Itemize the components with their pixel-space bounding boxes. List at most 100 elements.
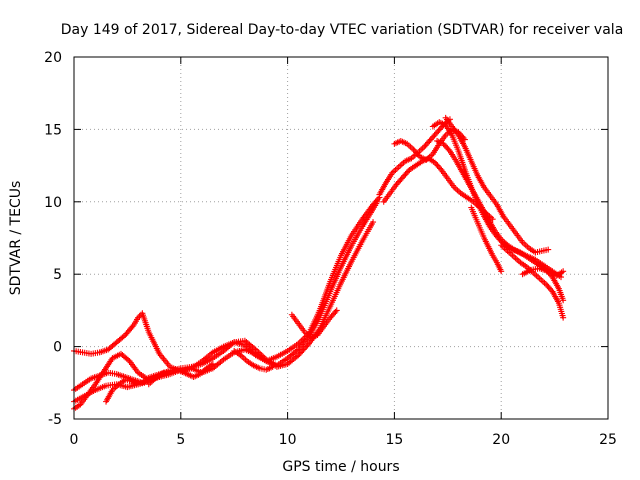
chart-title: Day 149 of 2017, Sidereal Day-to-day VTE… bbox=[61, 22, 624, 38]
data-point bbox=[443, 143, 450, 150]
data-point bbox=[375, 195, 382, 202]
data-point bbox=[546, 285, 553, 292]
data-point bbox=[431, 159, 438, 166]
data-point bbox=[372, 198, 379, 205]
data-point bbox=[434, 129, 441, 136]
data-point bbox=[331, 310, 338, 317]
series-track-13 bbox=[434, 137, 567, 304]
data-point bbox=[125, 356, 132, 363]
data-point bbox=[413, 149, 420, 156]
data-point bbox=[425, 139, 432, 146]
data-point bbox=[432, 130, 439, 137]
data-point bbox=[444, 145, 451, 152]
y-tick-label: -5 bbox=[48, 412, 62, 428]
data-point bbox=[422, 142, 429, 149]
x-axis-label: GPS time / hours bbox=[282, 459, 399, 475]
data-point bbox=[209, 360, 216, 367]
data-point bbox=[403, 169, 410, 176]
data-point bbox=[441, 142, 448, 149]
data-point bbox=[433, 161, 440, 168]
data-point bbox=[370, 219, 377, 226]
data-point bbox=[301, 345, 308, 352]
data-point bbox=[560, 297, 567, 304]
data-point bbox=[545, 284, 552, 291]
data-point bbox=[414, 151, 421, 158]
data-point bbox=[437, 165, 444, 172]
data-points bbox=[71, 114, 567, 412]
x-tick-label: 10 bbox=[279, 432, 297, 448]
y-tick-label: 15 bbox=[44, 122, 62, 138]
data-point bbox=[397, 177, 404, 184]
y-tick-label: 0 bbox=[53, 340, 62, 356]
plot-frame bbox=[73, 56, 609, 420]
data-point bbox=[396, 178, 403, 185]
data-point bbox=[427, 136, 434, 143]
data-point bbox=[545, 246, 552, 253]
data-point bbox=[141, 379, 148, 386]
series-track-8 bbox=[288, 307, 340, 341]
data-point bbox=[120, 333, 127, 340]
data-point bbox=[560, 268, 567, 275]
x-tick-label: 15 bbox=[385, 432, 403, 448]
data-point bbox=[135, 314, 142, 321]
y-axis-label: SDTVAR / TECUs bbox=[8, 181, 24, 296]
data-point bbox=[295, 352, 302, 359]
data-point bbox=[136, 313, 143, 320]
data-point bbox=[398, 175, 405, 182]
data-point bbox=[544, 282, 551, 289]
data-point bbox=[304, 342, 311, 349]
data-point bbox=[428, 135, 435, 142]
data-point bbox=[435, 127, 442, 134]
data-point bbox=[393, 181, 400, 188]
data-point bbox=[300, 346, 307, 353]
data-point bbox=[543, 281, 550, 288]
data-point bbox=[421, 143, 428, 150]
data-point bbox=[333, 307, 340, 314]
data-point bbox=[303, 343, 310, 350]
data-point bbox=[426, 137, 433, 144]
grid-lines bbox=[74, 57, 608, 419]
x-tick-label: 5 bbox=[176, 432, 185, 448]
data-point bbox=[129, 323, 136, 330]
x-tick-label: 0 bbox=[70, 432, 79, 448]
data-point bbox=[371, 200, 378, 207]
data-point bbox=[560, 314, 567, 321]
data-point bbox=[434, 162, 441, 169]
data-point bbox=[332, 308, 339, 315]
series-track-17 bbox=[519, 265, 567, 279]
data-point bbox=[328, 313, 335, 320]
data-point bbox=[399, 174, 406, 181]
data-point bbox=[327, 314, 334, 321]
data-point bbox=[436, 126, 443, 133]
data-point bbox=[299, 347, 306, 354]
data-point bbox=[329, 311, 336, 318]
data-point bbox=[401, 172, 408, 179]
x-tick-label: 25 bbox=[599, 432, 617, 448]
data-point bbox=[411, 148, 418, 155]
y-tick-label: 10 bbox=[44, 195, 62, 211]
data-point bbox=[373, 197, 380, 204]
data-point bbox=[296, 350, 303, 357]
y-tick-label: 20 bbox=[44, 50, 62, 66]
data-point bbox=[440, 140, 447, 147]
series-track-12 bbox=[429, 119, 565, 281]
series-track-4 bbox=[71, 350, 167, 412]
series-track-14 bbox=[442, 114, 552, 256]
data-point bbox=[445, 146, 452, 153]
series-track-3 bbox=[71, 219, 377, 405]
series-track-7 bbox=[231, 347, 276, 373]
data-point bbox=[370, 201, 377, 208]
data-point bbox=[498, 268, 505, 275]
data-point bbox=[410, 146, 417, 153]
data-point bbox=[423, 140, 430, 147]
data-point bbox=[437, 124, 444, 131]
data-point bbox=[297, 349, 304, 356]
y-tick-label: 5 bbox=[53, 267, 62, 283]
data-point bbox=[430, 133, 437, 140]
series-track-15 bbox=[468, 204, 505, 275]
series-track-9 bbox=[376, 116, 453, 198]
series-track-6 bbox=[145, 360, 216, 388]
data-point bbox=[394, 179, 401, 186]
data-point bbox=[548, 287, 555, 294]
